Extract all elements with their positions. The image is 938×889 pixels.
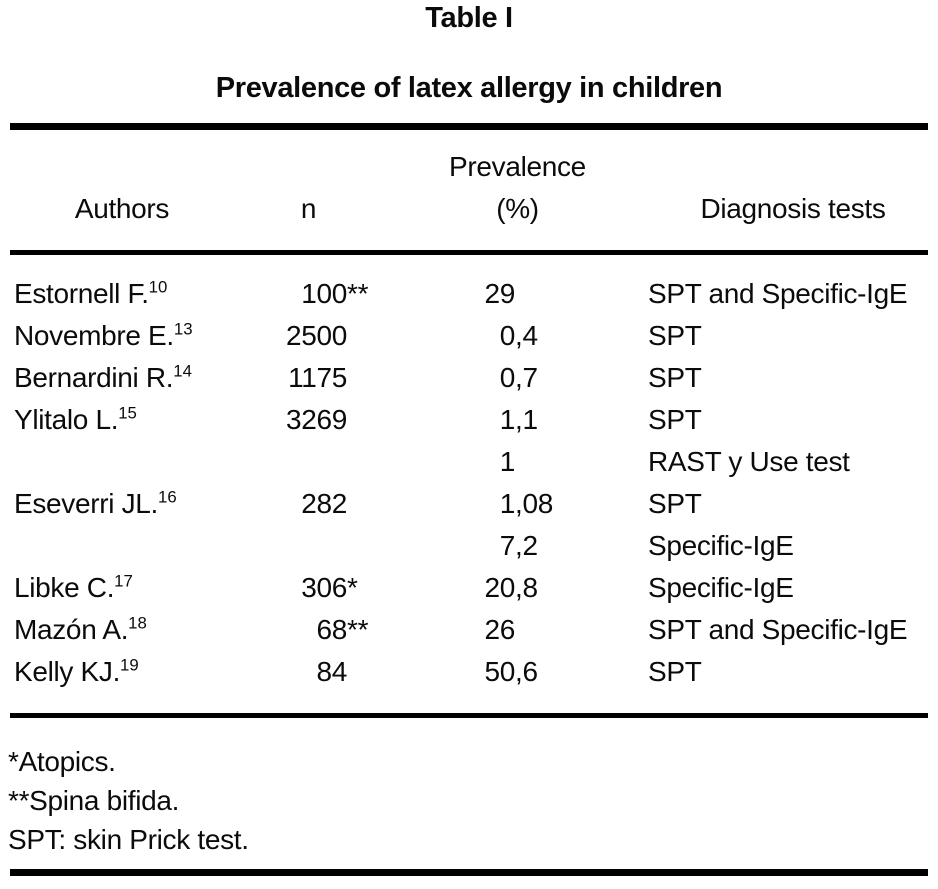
table-number-title: Table I <box>425 2 513 34</box>
author-cell: Bernardini R.14 <box>14 361 192 393</box>
header-n: n <box>300 193 317 224</box>
n-value-cell: 1175 <box>288 362 347 393</box>
table-row: Mazón A.18 68 ** 26 SPT and Specific-IgE <box>0 609 938 651</box>
diagnosis-tests-cell: SPT <box>648 320 702 351</box>
author-reference-number: 16 <box>157 487 177 507</box>
diagnosis-tests-cell: SPT <box>648 656 702 687</box>
prevalence-decimal-cell: ,8 <box>515 572 538 603</box>
prevalence-integer-cell: 50 <box>484 656 515 687</box>
prevalence-integer-cell: 1 <box>499 488 516 519</box>
prevalence-decimal-cell: ,7 <box>515 362 538 393</box>
n-value-cell: 2500 <box>285 320 347 351</box>
bottom-rule <box>10 869 928 876</box>
prevalence-decimal-cell: ,08 <box>515 488 553 519</box>
prevalence-integer-cell: 1 <box>499 446 516 477</box>
n-asterisk-marker <box>347 399 387 441</box>
table-row: Bernardini R.14 1175 0,7 SPT <box>0 357 938 399</box>
header-diagnosis-tests: Diagnosis tests <box>700 193 886 224</box>
footnote-separator-rule <box>10 713 928 718</box>
table-row: Estornell F.10 100 ** 29 SPT and Specific-Ig… <box>0 273 938 315</box>
table-row: Eseverri JL.16 282 1,08 SPT <box>0 483 938 525</box>
n-asterisk-marker <box>347 441 387 483</box>
prevalence-integer-cell: 20 <box>484 572 515 603</box>
prevalence-integer-cell: 1 <box>499 404 516 435</box>
prevalence-decimal-cell <box>515 609 648 651</box>
table-caption: Prevalence of latex allergy in children <box>215 72 723 104</box>
author-cell: Kelly KJ.19 <box>14 655 139 687</box>
n-value-cell <box>230 441 347 483</box>
author-cell: Estornell F.10 <box>14 277 168 309</box>
author-cell: Libke C.17 <box>14 571 133 603</box>
table-footnotes: *Atopics. **Spina bifida. SPT: skin Pric… <box>0 742 938 859</box>
author-reference-number: 10 <box>148 277 168 297</box>
header-authors: Authors <box>74 193 170 224</box>
diagnosis-tests-cell: SPT <box>648 404 702 435</box>
table-row: 1 RAST y Use test <box>0 441 938 483</box>
diagnosis-tests-cell: SPT and Specific-IgE <box>648 278 908 309</box>
header-prevalence-line1: Prevalence <box>449 151 586 182</box>
n-value-cell <box>230 525 347 567</box>
table-row: Kelly KJ.19 84 50,6 SPT <box>0 651 938 693</box>
author-reference-number: 14 <box>173 361 192 381</box>
n-asterisk-marker: ** <box>347 278 369 309</box>
prevalence-decimal-cell: ,1 <box>515 404 538 435</box>
prevalence-decimal-cell <box>515 441 648 483</box>
n-asterisk-marker: ** <box>347 614 369 645</box>
author-reference-number: 18 <box>128 613 147 633</box>
prevalence-integer-cell: 7 <box>499 530 516 561</box>
diagnosis-tests-cell: Specific-IgE <box>648 572 794 603</box>
diagnosis-tests-cell: SPT and Specific-IgE <box>648 614 908 645</box>
footnote-spina-bifida: **Spina bifida. <box>8 785 180 816</box>
author-cell <box>14 525 230 567</box>
n-asterisk-marker <box>347 483 387 525</box>
prevalence-integer-cell: 29 <box>484 278 515 309</box>
author-cell: Novembre E.13 <box>14 319 193 351</box>
n-value-cell: 282 <box>301 488 347 519</box>
n-asterisk-marker: * <box>347 572 358 603</box>
n-value-cell: 68 <box>316 614 347 645</box>
n-value-cell: 100 <box>301 278 347 309</box>
table-row: Novembre E.13 2500 0,4 SPT <box>0 315 938 357</box>
diagnosis-tests-cell: SPT <box>648 362 702 393</box>
author-reference-number: 19 <box>120 655 139 675</box>
table-header-row: Authors n Prevalence (%) Diagnosis tests <box>0 146 938 230</box>
author-cell: Mazón A.18 <box>14 613 147 645</box>
footnote-spt-definition: SPT: skin Prick test. <box>8 824 249 855</box>
footnote-atopics: *Atopics. <box>8 746 116 777</box>
diagnosis-tests-cell: RAST y Use test <box>648 446 850 477</box>
author-reference-number: 17 <box>114 571 133 591</box>
author-cell: Eseverri JL.16 <box>14 487 177 519</box>
prevalence-decimal-cell: ,6 <box>515 656 538 687</box>
n-asterisk-marker <box>347 525 387 567</box>
header-separator-rule <box>10 250 928 255</box>
diagnosis-tests-cell: Specific-IgE <box>648 530 794 561</box>
author-reference-number: 15 <box>118 403 137 423</box>
table-body: Estornell F.10 100 ** 29 SPT and Specific-Ig… <box>0 273 938 693</box>
author-cell <box>14 441 230 483</box>
diagnosis-tests-cell: SPT <box>648 488 702 519</box>
n-asterisk-marker <box>347 357 387 399</box>
prevalence-integer-cell: 0 <box>499 362 516 393</box>
n-value-cell: 3269 <box>285 404 347 435</box>
header-prevalence-line2: (%) <box>496 193 539 224</box>
prevalence-integer-cell: 0 <box>499 320 516 351</box>
author-reference-number: 13 <box>173 319 193 339</box>
table-row: Libke C.17 306 * 20,8 Specific-IgE <box>0 567 938 609</box>
n-asterisk-marker <box>347 651 387 693</box>
prevalence-decimal-cell: ,2 <box>515 530 538 561</box>
prevalence-decimal-cell <box>515 273 648 315</box>
prevalence-integer-cell: 26 <box>484 614 515 645</box>
prevalence-decimal-cell: ,4 <box>515 320 538 351</box>
n-value-cell: 84 <box>316 656 347 687</box>
n-asterisk-marker <box>347 315 387 357</box>
table-row: 7,2 Specific-IgE <box>0 525 938 567</box>
table-row: Ylitalo L.15 3269 1,1 SPT <box>0 399 938 441</box>
header-prevalence: Prevalence (%) <box>387 146 648 230</box>
author-cell: Ylitalo L.15 <box>14 403 137 435</box>
top-rule <box>10 123 928 130</box>
n-value-cell: 306 <box>301 572 347 603</box>
